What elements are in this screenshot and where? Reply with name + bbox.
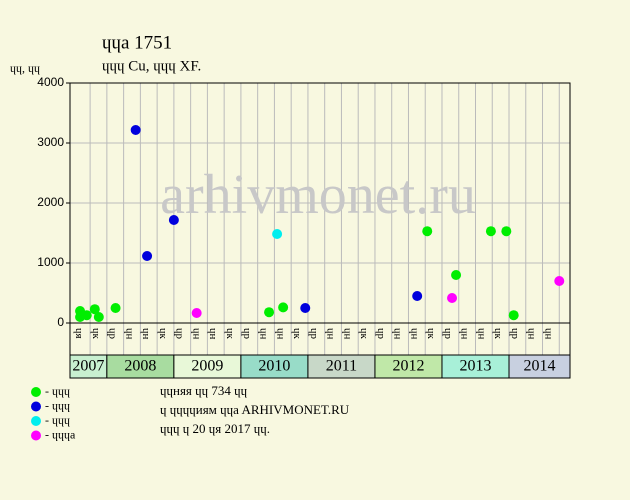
y-tick-label: 2000 [37, 195, 64, 209]
data-point [191, 307, 202, 318]
data-point [89, 304, 100, 315]
column-label: ɥк [224, 328, 236, 340]
y-tick-label: 1000 [37, 255, 64, 269]
y-axis-label: ɥɥ, ɥɥ [10, 61, 40, 75]
data-point [485, 226, 496, 237]
legend-label: - ɥɥɥ [45, 398, 70, 412]
year-label: 2013 [459, 358, 491, 375]
column-label: ɥp [375, 328, 387, 340]
column-label: ɥк [358, 328, 370, 340]
data-point [451, 270, 462, 280]
column-label: ɥн [207, 328, 219, 340]
year-label: 2012 [392, 358, 424, 375]
data-point [501, 226, 512, 237]
data-point [422, 226, 433, 237]
data-point [447, 292, 458, 303]
data-point [93, 312, 104, 322]
year-label: 2007 [72, 358, 104, 375]
year-band [508, 354, 571, 379]
y-tick-label: 0 [57, 315, 64, 329]
year-label: 2009 [191, 358, 223, 375]
data-point [272, 229, 283, 240]
chart-title: ɥɥa 1751 [102, 32, 172, 53]
column-label: ɥн [274, 328, 286, 340]
data-point [508, 310, 519, 321]
data-point [130, 124, 141, 135]
y-tick-label: 3000 [37, 135, 64, 149]
column-label: ɥн [258, 328, 270, 340]
watermark: arhivmonet.ru [160, 164, 476, 226]
legend-marker [31, 430, 41, 441]
data-point [300, 303, 311, 313]
data-point [142, 250, 153, 261]
column-label: ɥк [492, 328, 504, 340]
y-tick-label: 4000 [37, 75, 64, 89]
column-label: ɥк [291, 328, 303, 340]
legend-marker [31, 387, 41, 397]
year-label: 2010 [258, 358, 290, 375]
data-point [264, 307, 275, 318]
data-point [168, 214, 179, 225]
column-label: ɥн [459, 328, 471, 340]
note: ɥɥɥ ɥ 20 ɥя 2017 ɥɥ. [160, 421, 270, 436]
chart-subtitle: ɥɥɥ Cu, ɥɥɥ XF. [102, 58, 201, 74]
year-label: 2011 [326, 358, 357, 375]
column-label: ɥp [509, 328, 521, 340]
data-point [110, 303, 121, 313]
column-label: ɥн [341, 328, 353, 340]
data-point [278, 302, 289, 313]
column-label: ɥн [140, 328, 152, 340]
legend-label: - ɥɥɥ [45, 384, 70, 398]
note: ɥ ɥɥɥɥиям ɥɥa ARHIVMONET.RU [160, 402, 350, 417]
data-point [412, 291, 423, 301]
column-label: ɥp [442, 328, 454, 340]
data-point [81, 310, 92, 321]
column-label: ɥя [73, 328, 85, 339]
data-point [554, 276, 565, 286]
column-label: ɥн [475, 328, 487, 340]
column-label: ɥн [408, 328, 420, 340]
column-label: ɥн [123, 328, 135, 340]
plot: ɥя ɥк ɥp ɥн ɥн ɥк ɥp ɥн ɥн ɥк ɥp ɥн ɥн ɥк ɥp ɥн ɥн ɥк ɥp ɥн… [31, 75, 571, 441]
column-label: ɥн [526, 328, 538, 340]
legend-label: - ɥɥɥa [45, 427, 76, 441]
legend-marker [31, 416, 41, 426]
column-label: ɥк [157, 328, 169, 340]
column-label: ɥp [107, 328, 119, 340]
year-label: 2014 [524, 358, 556, 375]
column-label: ɥp [241, 328, 253, 340]
column-label: ɥк [425, 328, 437, 340]
legend-marker [31, 401, 41, 412]
year-label: 2008 [124, 358, 156, 375]
column-label: ɥp [174, 328, 186, 340]
column-label: ɥн [392, 328, 404, 340]
column-label: ɥк [90, 328, 102, 340]
column-label: ɥн [542, 328, 554, 340]
legend-label: - ɥɥɥ [45, 413, 70, 427]
column-label: ɥн [190, 328, 202, 340]
note: ɥɥняя ɥɥ 734 ɥɥ [160, 383, 248, 398]
column-label: ɥp [308, 328, 320, 340]
column-label: ɥн [325, 328, 337, 340]
